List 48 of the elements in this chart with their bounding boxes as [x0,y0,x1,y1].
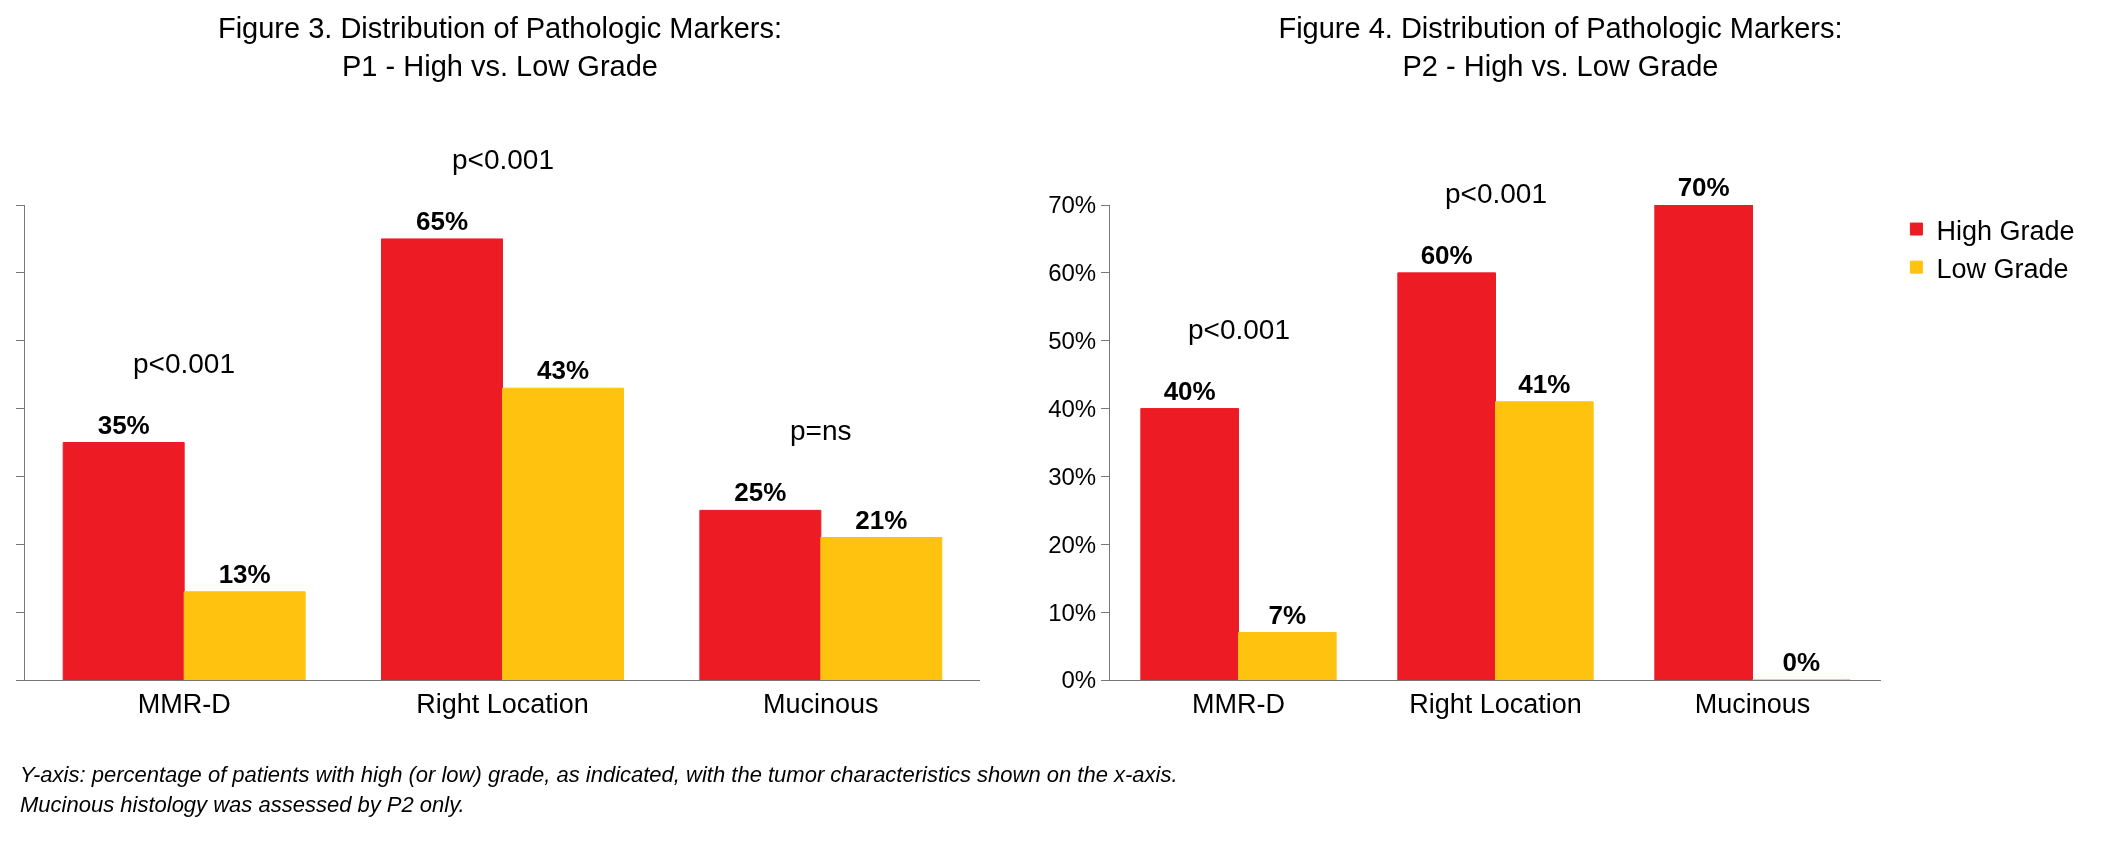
data-label: 21% [855,504,908,535]
chart-title: Figure 4. Distribution of Pathologic Markers: P2 - High vs. Low Grade [1278,12,1843,82]
annotation: p<0.001 [452,144,554,175]
data-label: 0% [1782,647,1821,677]
data-label: 41% [1518,368,1571,399]
y-tick-label: 20% [1048,530,1097,558]
data-label: 7% [1268,599,1307,630]
x-tick-label: Right Location [416,689,589,720]
bar [1495,401,1594,680]
bar [381,238,503,680]
chart-title: Figure 3. Distribution of Pathologic Markers: P1 - High vs. Low Grade [217,12,783,82]
x-tick-label: Mucinous [1694,689,1811,720]
y-tick-label: 30% [1048,462,1097,490]
bar [1238,632,1337,680]
text: Mucinous histology was assessed by P2 only. [20,791,466,819]
bar [1397,272,1496,680]
y-tick-label: 0% [1061,666,1097,694]
data-label: 35% [97,409,150,440]
legend-label: Low Grade [1936,253,2069,284]
bar [820,537,943,680]
text: Y-axis: percentage of patients with high (or low) grade, as indicated, with the tumor characteristics shown on the x-axis. [20,761,1179,789]
annotation: p<0.001 [133,348,235,379]
y-tick-label: 60% [1048,259,1097,287]
x-tick-label: MMR-D [1192,689,1285,720]
x-tick-label: Right Location [1409,689,1582,720]
data-label: 43% [536,355,590,386]
bar [1140,408,1239,680]
y-tick-label: 10% [1048,598,1097,626]
data-label: 13% [218,558,271,589]
y-tick-label: 50% [1048,327,1097,355]
y-tick-label: 40% [1048,394,1097,422]
data-label: 65% [415,205,469,236]
bar [183,591,306,680]
bar [62,442,185,680]
data-label: 60% [1420,239,1473,270]
bar [699,509,822,680]
data-label: 70% [1677,172,1730,202]
annotation: p<0.001 [1445,178,1547,209]
data-label: 25% [734,477,787,508]
legend-label: High Grade [1936,215,2075,246]
data-label: 40% [1163,375,1216,406]
x-tick-label: MMR-D [137,689,231,720]
bar [1654,205,1753,680]
bar [502,387,624,680]
annotation: p<0.001 [1188,314,1290,345]
x-tick-label: Mucinous [763,689,879,720]
y-tick-label: 70% [1048,191,1097,219]
annotation: p=ns [790,415,852,446]
